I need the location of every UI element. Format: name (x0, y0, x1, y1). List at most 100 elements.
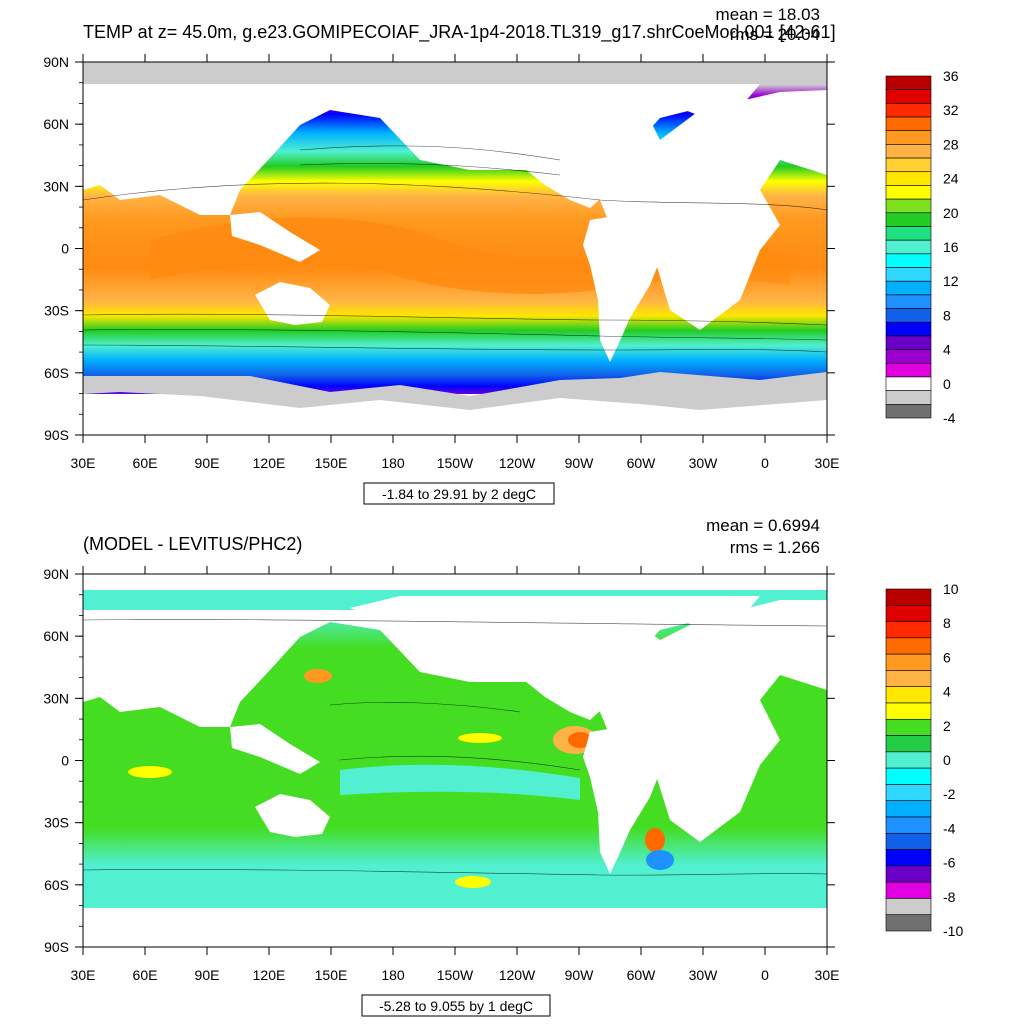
colorbar-swatch (885, 144, 932, 159)
colorbar-swatch (885, 816, 932, 834)
colorbar-swatch (885, 718, 932, 736)
colorbar-label: 36 (943, 68, 959, 84)
colorbar-swatch (885, 212, 932, 227)
colorbar-label: 8 (943, 615, 951, 631)
colorbar-swatch (885, 226, 932, 241)
bottom-map-panel: (MODEL - LEVITUS/PHC2) mean = 0.6994 rms… (43, 516, 963, 1017)
colorbar-swatch (885, 621, 932, 639)
bottom-lon-axis: 30E 60E 90E 120E 150E 180 150W 120W 90W 60W 30W 0 30… (71, 566, 839, 983)
lon-label: 90E (195, 967, 220, 983)
colorbar-swatch (885, 321, 932, 337)
colorbar-swatch (885, 253, 932, 268)
lon-label: 30W (689, 967, 719, 983)
lon-label: 90W (565, 967, 595, 983)
bottom-map-field (83, 574, 827, 947)
colorbar-swatch (885, 735, 932, 753)
colorbar-swatch (885, 335, 932, 350)
colorbar-swatch (885, 157, 932, 173)
lat-label: 90S (44, 939, 69, 955)
colorbar-swatch (885, 637, 932, 655)
colorbar-swatch (885, 376, 932, 391)
colorbar-swatch (885, 294, 932, 309)
lon-label: 30E (815, 455, 840, 471)
bottom-range-label: -5.28 to 9.055 by 1 degC (379, 998, 533, 1014)
lat-label: 90S (44, 427, 69, 443)
lat-label: 0 (61, 753, 69, 769)
lon-label: 150E (315, 455, 348, 471)
bottom-lat-axis: 90N 60N 30N 0 30S 60S 90S (43, 566, 835, 955)
bottom-range-label-box: -5.28 to 9.055 by 1 degC (361, 994, 551, 1017)
colorbar-swatch (885, 800, 932, 818)
colorbar-swatch (885, 185, 932, 200)
lat-label: 30S (44, 815, 69, 831)
lon-label: 180 (381, 967, 405, 983)
lat-label: 60S (44, 365, 69, 381)
top-mean-label: mean = 18.03 (716, 5, 820, 24)
colorbar-swatch (885, 914, 932, 932)
colorbar-swatch (885, 767, 932, 785)
lon-label: 0 (761, 967, 769, 983)
colorbar-swatch (885, 784, 932, 802)
lon-label: 180 (381, 455, 405, 471)
colorbar-swatch (885, 865, 932, 883)
lon-label: 60E (133, 967, 158, 983)
colorbar-swatch (885, 898, 932, 916)
lon-label: 120E (253, 967, 286, 983)
colorbar-label: -6 (943, 855, 956, 871)
colorbar-swatch (885, 604, 932, 622)
colorbar-label: 24 (943, 171, 959, 187)
colorbar-label: 20 (943, 205, 959, 221)
colorbar-label: -4 (943, 410, 956, 426)
top-plot-title: TEMP at z= 45.0m, g.e23.GOMIPECOIAF_JRA-… (83, 22, 836, 43)
colorbar-swatch (885, 670, 932, 688)
lon-label: 120W (499, 455, 536, 471)
colorbar-label: 4 (943, 684, 951, 700)
top-lon-axis: 30E 60E 90E 120E 150E 180 150W 120W 90W 60W 30W 0 30… (71, 54, 840, 471)
colorbar-swatch (885, 404, 932, 419)
top-colorbar: 36 32 28 24 20 16 12 8 4 0 -4 (885, 68, 959, 426)
colorbar-swatch (885, 832, 932, 850)
colorbar-swatch (885, 362, 932, 378)
colorbar-swatch (885, 849, 932, 867)
bottom-rms-label: rms = 1.266 (730, 538, 820, 557)
top-rms-label: rms = 20.04 (730, 25, 820, 44)
lon-label: 60W (627, 455, 657, 471)
colorbar-label: 4 (943, 342, 951, 358)
colorbar-label: 28 (943, 136, 959, 152)
top-lat-axis: 90N 60N 30N 0 30S 60S 90S (43, 54, 835, 443)
colorbar-swatch (885, 308, 932, 323)
colorbar-swatch (885, 588, 932, 606)
lat-label: 90N (43, 566, 69, 582)
lon-label: 150W (437, 455, 474, 471)
colorbar-swatch (885, 280, 932, 296)
lon-label: 30E (71, 967, 96, 983)
lat-label: 30N (43, 178, 69, 194)
colorbar-label: -2 (943, 786, 956, 802)
bottom-plot-title: (MODEL - LEVITUS/PHC2) (83, 534, 302, 554)
colorbar-swatch (885, 198, 932, 214)
colorbar-label: 2 (943, 718, 951, 734)
colorbar-label: 6 (943, 649, 951, 665)
colorbar-label: 12 (943, 273, 959, 289)
lat-label: 60N (43, 116, 69, 132)
colorbar-label: 10 (943, 581, 959, 597)
top-map-panel: TEMP at z= 45.0m, g.e23.GOMIPECOIAF_JRA-… (43, 5, 959, 505)
lat-label: 60N (43, 628, 69, 644)
colorbar-swatch (885, 89, 932, 104)
lat-label: 60S (44, 877, 69, 893)
colorbar-swatch (885, 130, 932, 145)
colorbar-swatch (885, 103, 932, 118)
colorbar-swatch (885, 239, 932, 255)
lon-label: 90W (565, 455, 595, 471)
colorbar-label: 16 (943, 239, 959, 255)
colorbar-swatch (885, 702, 932, 720)
lon-label: 0 (761, 455, 769, 471)
lon-label: 150E (315, 967, 348, 983)
top-range-label: -1.84 to 29.91 by 2 degC (382, 486, 536, 502)
colorbar-swatch (885, 686, 932, 704)
lat-label: 0 (61, 241, 69, 257)
lon-label: 30W (689, 455, 719, 471)
top-map-field (83, 62, 827, 435)
colorbar-swatch (885, 881, 932, 899)
